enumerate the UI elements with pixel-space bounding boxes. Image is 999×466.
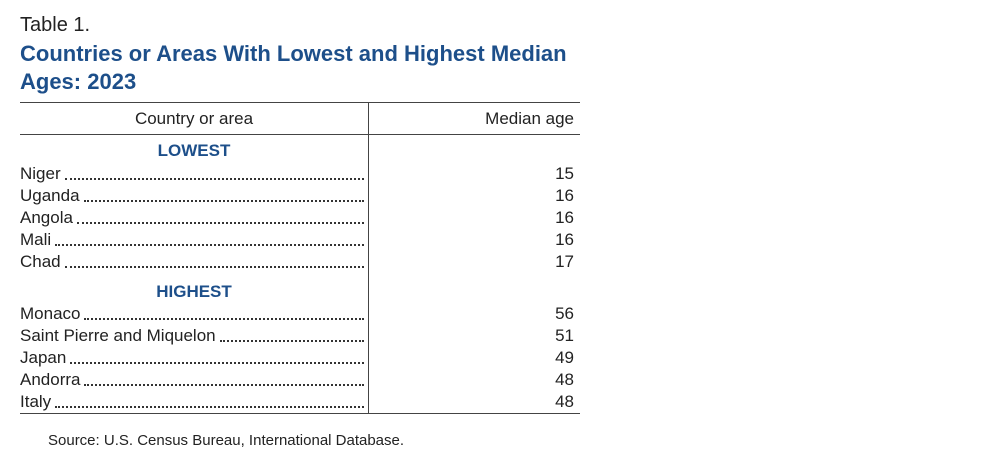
country-name: Niger (20, 164, 61, 183)
dot-leader (219, 340, 364, 342)
country-cell: Mali (20, 229, 369, 251)
dot-leader (64, 266, 364, 268)
dot-leader (64, 178, 364, 180)
table-row: Uganda 16 (20, 185, 580, 207)
group-heading: LOWEST (20, 135, 369, 163)
country-cell: Uganda (20, 185, 369, 207)
table: Country or area Median age LOWEST Niger 15… (20, 102, 580, 414)
country-cell: Monaco (20, 303, 369, 325)
table-row: Saint Pierre and Miquelon 51 (20, 325, 580, 347)
group-heading: HIGHEST (20, 273, 369, 303)
dot-leader (84, 384, 364, 386)
country-name: Saint Pierre and Miquelon (20, 326, 216, 345)
table-row: Niger 15 (20, 163, 580, 185)
empty-cell (369, 273, 580, 303)
source-note: Source: U.S. Census Bureau, Internationa… (48, 432, 405, 449)
country-name: Andorra (20, 370, 81, 389)
dot-leader (84, 318, 364, 320)
country-name: Monaco (20, 304, 81, 323)
dot-leader (76, 222, 364, 224)
country-name: Chad (20, 252, 61, 271)
country-name: Mali (20, 230, 52, 249)
dot-leader (83, 200, 364, 202)
country-cell: Saint Pierre and Miquelon (20, 325, 369, 347)
table-row: Andorra 48 (20, 369, 580, 391)
median-age: 48 (555, 392, 574, 411)
country-cell: Italy (20, 391, 369, 413)
table-row: Italy 48 (20, 391, 580, 413)
country-cell: Angola (20, 207, 369, 229)
country-name: Japan (20, 348, 67, 367)
table-row: Monaco 56 (20, 303, 580, 325)
median-age: 16 (555, 208, 574, 227)
median-age: 15 (555, 164, 574, 183)
column-header: Country or area (20, 103, 369, 134)
column-header: Median age (485, 109, 574, 128)
median-age: 17 (555, 252, 574, 271)
median-age: 48 (555, 370, 574, 389)
country-cell: Niger (20, 163, 369, 185)
empty-cell (369, 135, 580, 163)
table-row: Angola 16 (20, 207, 580, 229)
median-age: 16 (555, 230, 574, 249)
dot-leader (55, 406, 364, 408)
table-row: Chad 17 (20, 251, 580, 273)
group-row: LOWEST (20, 135, 580, 163)
table-row: Mali 16 (20, 229, 580, 251)
table-title: Countries or Areas With Lowest and Highe… (20, 41, 567, 94)
country-cell: Chad (20, 251, 369, 273)
country-name: Italy (20, 392, 52, 411)
header-row: Country or area Median age (20, 103, 580, 135)
table-label: Table 1. (20, 14, 91, 36)
country-cell: Andorra (20, 369, 369, 391)
group-row: HIGHEST (20, 273, 580, 303)
median-age: 56 (555, 304, 574, 323)
country-cell: Japan (20, 347, 369, 369)
median-age: 16 (555, 186, 574, 205)
dot-leader (70, 362, 364, 364)
country-name: Uganda (20, 186, 80, 205)
median-age: 51 (555, 326, 574, 345)
table-row: Japan 49 (20, 347, 580, 369)
country-name: Angola (20, 208, 73, 227)
dot-leader (55, 244, 364, 246)
median-age: 49 (555, 348, 574, 367)
